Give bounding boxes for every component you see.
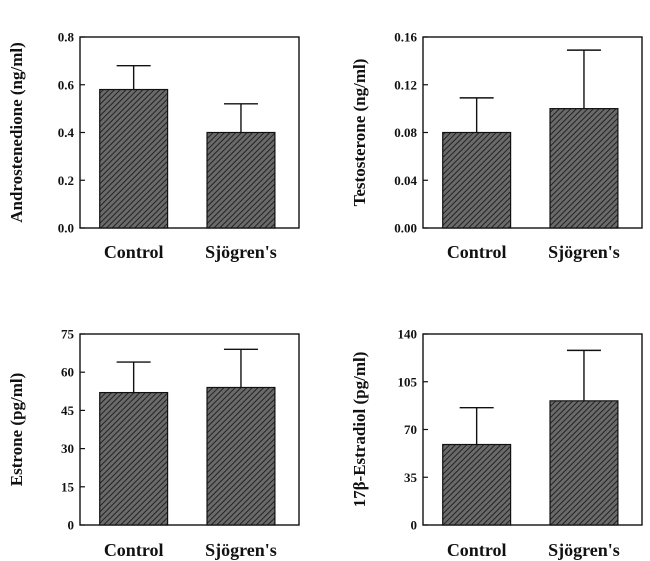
y-tick-label: 0 bbox=[411, 518, 418, 533]
y-tick-label: 45 bbox=[61, 403, 75, 418]
y-axis-label: 17β-Estradiol (pg/ml) bbox=[350, 352, 369, 508]
y-tick-label: 30 bbox=[61, 441, 74, 456]
y-tick-label: 0.0 bbox=[58, 221, 74, 236]
y-tick-label: 75 bbox=[61, 327, 75, 342]
y-tick-label: 60 bbox=[61, 365, 74, 380]
category-label: Sjögren's bbox=[205, 242, 277, 262]
bar-control bbox=[442, 131, 512, 229]
category-label: Sjögren's bbox=[548, 242, 620, 262]
y-tick-label: 0.2 bbox=[58, 173, 74, 188]
bar-control bbox=[99, 88, 169, 229]
y-tick-label: 0.04 bbox=[394, 173, 417, 188]
bar-control bbox=[99, 391, 169, 526]
bar-sjogrens bbox=[549, 400, 619, 526]
bar-sjogrens bbox=[549, 108, 619, 229]
panel-estrone: 0 15 30 45 60 75 Estrone (pg/ml) Control Sjögren… bbox=[7, 327, 300, 560]
y-tick-label: 0.00 bbox=[394, 221, 417, 236]
y-tick-label: 140 bbox=[398, 327, 418, 342]
y-tick-label: 0.08 bbox=[394, 125, 417, 140]
y-axis-label: Estrone (pg/ml) bbox=[7, 373, 26, 487]
y-tick-label: 0.6 bbox=[58, 77, 75, 92]
y-tick-label: 0.16 bbox=[394, 30, 417, 45]
category-label: Control bbox=[104, 540, 164, 560]
bar-control bbox=[442, 443, 512, 526]
y-tick-label: 70 bbox=[404, 422, 417, 437]
y-tick-label: 0.12 bbox=[394, 77, 417, 92]
category-label: Sjögren's bbox=[548, 540, 620, 560]
y-tick-label: 0 bbox=[68, 518, 75, 533]
category-label: Sjögren's bbox=[205, 540, 277, 560]
y-tick-label: 0.4 bbox=[58, 125, 75, 140]
category-label: Control bbox=[447, 242, 507, 262]
y-tick-label: 0.8 bbox=[58, 30, 75, 45]
panel-androstenedione: 0.0 0.2 0.4 0.6 0.8 Androstenedione (ng/ml) Co… bbox=[7, 30, 300, 262]
category-label: Control bbox=[447, 540, 507, 560]
bar-sjogrens bbox=[206, 386, 276, 526]
y-tick-label: 15 bbox=[61, 479, 75, 494]
panel-estradiol: 0 35 70 105 140 17β-Estradiol (pg/ml) Control S… bbox=[350, 327, 643, 560]
y-axis-label: Testosterone (ng/ml) bbox=[350, 59, 369, 207]
panel-testosterone: 0.00 0.04 0.08 0.12 0.16 Testosterone (ng/ml)… bbox=[350, 30, 643, 262]
y-axis-label: Androstenedione (ng/ml) bbox=[7, 42, 26, 223]
plot-frame bbox=[79, 333, 300, 526]
y-tick-label: 105 bbox=[398, 374, 418, 389]
y-tick-label: 35 bbox=[404, 470, 418, 485]
category-label: Control bbox=[104, 242, 164, 262]
bar-sjogrens bbox=[206, 131, 276, 229]
